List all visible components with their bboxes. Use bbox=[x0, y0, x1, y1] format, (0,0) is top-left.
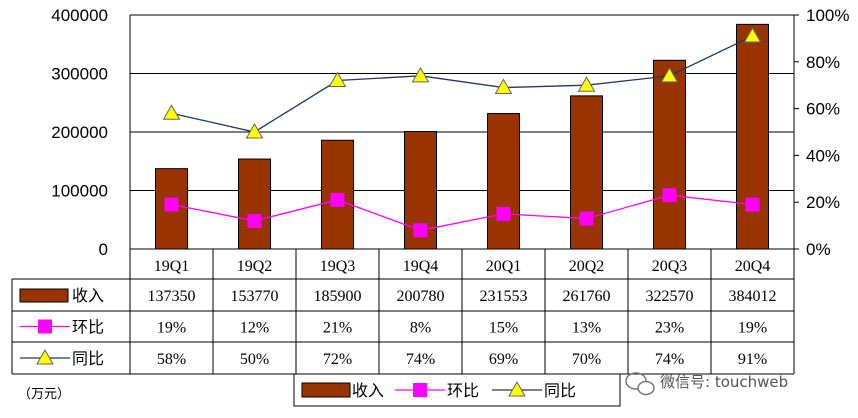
triangle-marker bbox=[577, 76, 596, 92]
table-key-bar bbox=[19, 288, 69, 303]
table-key-triangle bbox=[36, 348, 54, 365]
table-cell: 137350 bbox=[148, 288, 196, 305]
table-cell: 74% bbox=[406, 351, 435, 368]
triangle-marker bbox=[660, 66, 679, 83]
legend-label: 同比 bbox=[544, 381, 576, 400]
data-table: 19Q1 19Q2 19Q3 19Q4 20Q1 20Q2 20Q3 20Q4 收入 137350… bbox=[11, 249, 795, 375]
table-cell: 322570 bbox=[646, 288, 694, 305]
y-right-tick-label: 100% bbox=[806, 6, 849, 25]
y-right-tick-label: 20% bbox=[806, 193, 840, 212]
square-marker bbox=[579, 211, 594, 226]
triangle-marker bbox=[328, 71, 347, 88]
square-marker bbox=[745, 197, 760, 212]
table-cell: 13% bbox=[572, 320, 601, 337]
y-right-tick-label: 80% bbox=[806, 53, 840, 72]
square-marker bbox=[662, 188, 677, 203]
table-cell: 72% bbox=[323, 351, 352, 368]
x-tick-label: 19Q2 bbox=[237, 258, 273, 275]
y-right-tick-label: 60% bbox=[806, 100, 840, 119]
square-marker bbox=[164, 197, 179, 212]
grid-lines bbox=[130, 14, 794, 191]
table-cell: 185900 bbox=[314, 288, 362, 305]
y-right-tick-label: 40% bbox=[806, 146, 840, 165]
square-marker bbox=[496, 206, 511, 221]
y-left-tick-label: 200000 bbox=[51, 123, 108, 142]
x-tick-label: 20Q4 bbox=[735, 258, 771, 275]
triangle-marker bbox=[411, 66, 430, 83]
axes: 0 100000 200000 300000 400000 0% 20% 40% 60% 80% 1… bbox=[51, 6, 849, 259]
y-right-tick-label: 0% bbox=[806, 240, 831, 259]
table-cell: 69% bbox=[489, 351, 518, 368]
table-cell: 261760 bbox=[563, 288, 611, 305]
table-cell: 74% bbox=[655, 351, 684, 368]
table-cell: 23% bbox=[655, 320, 684, 337]
table-key-square bbox=[38, 319, 52, 334]
watermark: 微信号: touchweb bbox=[625, 372, 788, 396]
square-marker bbox=[413, 223, 428, 238]
table-cell: 58% bbox=[157, 351, 186, 368]
y-left-tick-label: 100000 bbox=[51, 182, 108, 201]
legend: 收入 环比 同比 bbox=[293, 373, 621, 407]
table-cell: 12% bbox=[240, 320, 269, 337]
legend-key-bar bbox=[301, 382, 351, 398]
wechat-icon bbox=[625, 372, 655, 396]
table-cell: 19% bbox=[157, 320, 186, 337]
table-cell: 8% bbox=[410, 320, 431, 337]
x-tick-label: 19Q3 bbox=[320, 258, 356, 275]
x-tick-label: 19Q1 bbox=[154, 258, 190, 275]
table-cell: 70% bbox=[572, 351, 601, 368]
table-cell: 50% bbox=[240, 351, 269, 368]
bar bbox=[238, 158, 271, 250]
table-row-label: 环比 bbox=[72, 318, 104, 337]
bar-series-revenue bbox=[155, 23, 769, 250]
series-line bbox=[171, 194, 753, 231]
triangle-marker bbox=[162, 104, 181, 120]
legend-label: 环比 bbox=[447, 381, 479, 400]
triangle-marker bbox=[245, 122, 264, 139]
line-series bbox=[162, 27, 762, 238]
y-left-tick-label: 400000 bbox=[51, 6, 108, 25]
legend-label: 收入 bbox=[352, 381, 384, 400]
watermark-text: 微信号: touchweb bbox=[660, 373, 788, 391]
table-cell: 15% bbox=[489, 320, 518, 337]
triangle-marker bbox=[743, 27, 762, 43]
square-marker bbox=[247, 213, 262, 228]
table-cell: 19% bbox=[738, 320, 767, 337]
x-tick-label: 20Q3 bbox=[652, 258, 688, 275]
table-cell: 231553 bbox=[480, 288, 528, 305]
table-row-label: 同比 bbox=[72, 349, 104, 368]
x-tick-label: 20Q1 bbox=[486, 258, 522, 275]
bar bbox=[736, 23, 769, 250]
legend-key-triangle bbox=[508, 380, 526, 397]
square-marker bbox=[330, 192, 345, 207]
legend-key-square bbox=[413, 383, 427, 397]
y-left-tick-label: 300000 bbox=[51, 65, 108, 84]
table-row-label: 收入 bbox=[72, 286, 104, 305]
table-cell: 200780 bbox=[397, 288, 445, 305]
y-left-tick-label: 0 bbox=[99, 240, 108, 259]
series-line bbox=[171, 35, 753, 133]
bar bbox=[653, 59, 686, 250]
triangle-marker bbox=[494, 78, 513, 95]
table-cell: 21% bbox=[323, 320, 352, 337]
table-cell: 153770 bbox=[231, 288, 279, 305]
bar bbox=[321, 139, 354, 250]
table-cell: 91% bbox=[738, 351, 767, 368]
x-tick-label: 19Q4 bbox=[403, 258, 439, 275]
bar bbox=[570, 95, 603, 250]
x-tick-label: 20Q2 bbox=[569, 258, 605, 275]
unit-label: （万元） bbox=[18, 387, 70, 402]
bar bbox=[487, 113, 520, 250]
table-cell: 384012 bbox=[729, 288, 777, 305]
